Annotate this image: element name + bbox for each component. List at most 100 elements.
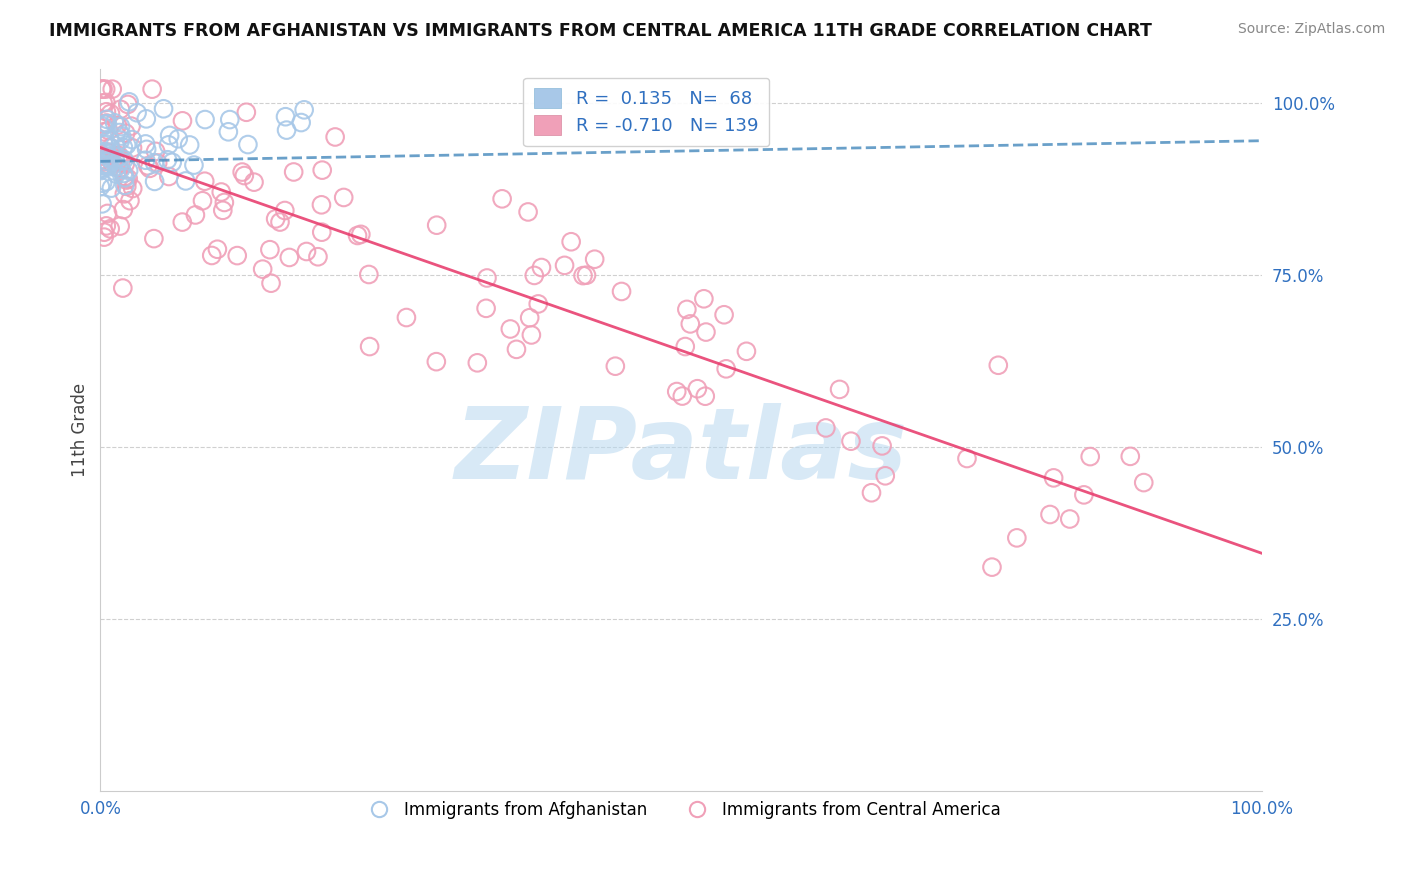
Point bbox=[96, 206, 118, 220]
Point bbox=[104, 138, 127, 153]
Point bbox=[236, 137, 259, 152]
Point bbox=[114, 126, 136, 140]
Point bbox=[583, 252, 606, 267]
Point bbox=[142, 232, 165, 246]
Point bbox=[93, 225, 115, 239]
Point bbox=[475, 301, 498, 316]
Point bbox=[560, 235, 582, 249]
Point bbox=[839, 434, 862, 449]
Point bbox=[100, 106, 122, 120]
Point bbox=[114, 157, 136, 171]
Legend: Immigrants from Afghanistan, Immigrants from Central America: Immigrants from Afghanistan, Immigrants … bbox=[356, 794, 1007, 826]
Point bbox=[359, 340, 381, 354]
Point bbox=[252, 262, 274, 277]
Point bbox=[90, 82, 112, 96]
Point bbox=[125, 105, 148, 120]
Point bbox=[110, 154, 132, 169]
Point bbox=[209, 185, 232, 199]
Point bbox=[465, 356, 488, 370]
Point bbox=[89, 179, 111, 194]
Point bbox=[91, 120, 114, 134]
Point bbox=[1132, 475, 1154, 490]
Point bbox=[96, 117, 118, 131]
Point bbox=[676, 302, 699, 317]
Point bbox=[235, 105, 257, 120]
Point bbox=[103, 116, 125, 130]
Point bbox=[108, 161, 131, 176]
Point bbox=[311, 198, 333, 212]
Point bbox=[108, 148, 131, 162]
Point bbox=[96, 116, 118, 130]
Point bbox=[138, 161, 160, 176]
Point bbox=[120, 119, 142, 133]
Point bbox=[110, 103, 132, 117]
Point bbox=[714, 361, 737, 376]
Point bbox=[269, 215, 291, 229]
Point bbox=[184, 208, 207, 222]
Point bbox=[112, 153, 135, 167]
Point bbox=[346, 228, 368, 243]
Point bbox=[101, 156, 124, 170]
Point bbox=[278, 251, 301, 265]
Point bbox=[143, 155, 166, 169]
Point bbox=[426, 218, 449, 232]
Point bbox=[290, 115, 312, 129]
Point bbox=[1059, 512, 1081, 526]
Point bbox=[311, 225, 333, 239]
Point bbox=[274, 110, 297, 124]
Point bbox=[110, 133, 132, 147]
Point bbox=[332, 190, 354, 204]
Point bbox=[98, 150, 121, 164]
Point bbox=[97, 154, 120, 169]
Point bbox=[695, 325, 717, 339]
Point bbox=[693, 292, 716, 306]
Point bbox=[828, 383, 851, 397]
Point bbox=[673, 339, 696, 353]
Point bbox=[572, 268, 595, 283]
Point bbox=[121, 181, 143, 195]
Point bbox=[160, 155, 183, 169]
Point bbox=[105, 160, 128, 174]
Point bbox=[735, 344, 758, 359]
Point bbox=[98, 222, 121, 236]
Point bbox=[499, 322, 522, 336]
Point bbox=[146, 156, 169, 170]
Text: Source: ZipAtlas.com: Source: ZipAtlas.com bbox=[1237, 22, 1385, 37]
Point bbox=[201, 248, 224, 262]
Point bbox=[523, 268, 546, 283]
Point bbox=[135, 142, 157, 156]
Point bbox=[90, 153, 112, 168]
Point bbox=[90, 163, 112, 178]
Point bbox=[90, 82, 112, 96]
Point bbox=[1073, 488, 1095, 502]
Point bbox=[183, 158, 205, 172]
Point bbox=[1119, 450, 1142, 464]
Point bbox=[91, 197, 114, 211]
Point bbox=[194, 112, 217, 127]
Point bbox=[575, 268, 598, 283]
Point bbox=[860, 485, 883, 500]
Point bbox=[118, 95, 141, 109]
Point bbox=[94, 175, 117, 189]
Point bbox=[94, 158, 117, 172]
Point bbox=[115, 179, 138, 194]
Point bbox=[96, 136, 118, 151]
Point bbox=[505, 343, 527, 357]
Point bbox=[610, 285, 633, 299]
Point bbox=[207, 242, 229, 256]
Point bbox=[686, 382, 709, 396]
Point bbox=[94, 95, 117, 110]
Point bbox=[93, 117, 115, 131]
Point bbox=[114, 170, 136, 185]
Point bbox=[425, 354, 447, 368]
Point bbox=[179, 138, 201, 153]
Point bbox=[90, 161, 112, 176]
Point bbox=[276, 123, 298, 137]
Point bbox=[233, 169, 256, 183]
Point bbox=[214, 195, 236, 210]
Point bbox=[605, 359, 627, 374]
Point bbox=[104, 153, 127, 168]
Point bbox=[530, 260, 553, 275]
Point bbox=[1042, 471, 1064, 485]
Point bbox=[105, 167, 128, 181]
